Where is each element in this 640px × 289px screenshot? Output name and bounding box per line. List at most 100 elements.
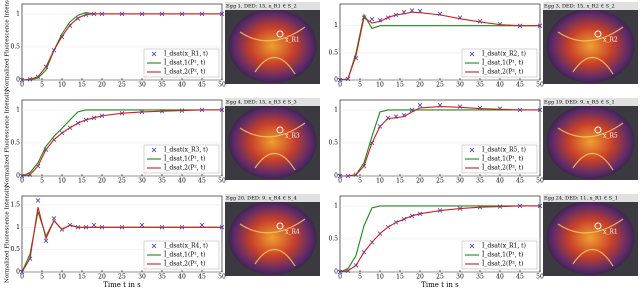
photo-caption: Egg 24, DED: 11, x_R1 ∈ S_1 [544,196,618,202]
caption-bg [543,98,638,106]
x-tick-label: 10 [376,274,384,281]
data-marker [199,222,205,228]
x-tick-label: 45 [516,82,524,89]
photo-caption: Egg 1, DED: 15, x_R1 ∈ S_2 [226,4,297,10]
legend-symbol [469,51,475,57]
x-tick-label: 15 [396,274,404,281]
roi-marker [594,222,602,230]
caption-bg [225,194,320,202]
x-tick-label: 5 [358,178,362,185]
photo-caption: Egg 3, DED: 15, x_R2 ∈ S_2 [544,4,615,10]
vessels [239,122,306,171]
photo-caption: Egg 20, DED: 9, x_R4 ∈ S_4 [226,196,297,202]
x-tick-label: 35 [158,178,166,185]
x-tick-label: 45 [516,178,524,185]
x-tick-label: 40 [178,178,186,185]
y-tick-label: 0.5 [328,49,338,56]
x-tick-label: 25 [436,274,444,281]
x-tick-label: 40 [496,178,504,185]
data-line [340,109,540,177]
x-tick-label: 50 [218,178,226,185]
egg [228,201,317,275]
legend-label: Î_dsat,1(P¹, t) [482,60,523,67]
roi-label: x_R3 [285,133,300,140]
data-marker [369,16,375,22]
data-line [339,205,540,273]
data-line [21,109,222,177]
y-axis-label: Normalized Fluorescence Intensity [5,184,11,283]
x-tick-label: 50 [218,274,226,281]
vessels [557,218,624,267]
y-tick-label: 1 [334,106,338,113]
data-line [340,106,540,177]
x-tick-label: 15 [78,178,86,185]
data-line [339,13,540,81]
x-tick-label: 25 [436,82,444,89]
x-tick-label: 30 [456,274,464,281]
x-tick-label: 45 [516,274,524,281]
legend-label: Î_dsat,1(P¹, t) [164,252,205,259]
x-tick-label: 0 [338,274,342,281]
egg [546,105,635,179]
data-marker [51,216,57,221]
x-tick-label: 10 [376,178,384,185]
egg [546,201,635,275]
legend-symbol [151,147,157,153]
data-line [339,11,540,81]
y-tick-label: 0.5 [328,139,338,146]
roi-label: x_R5 [603,133,618,140]
y-axis-label: Normalized Fluorescence Intensity [5,88,11,187]
x-tick-label: 45 [198,82,206,89]
egg [546,9,635,83]
caption-bg [225,2,320,10]
legend-label: Î_dsat,1(P¹, t) [164,156,205,163]
y-tick-label: 0 [16,77,20,84]
x-tick-label: 15 [396,82,404,89]
x-tick-label: 50 [536,82,544,89]
x-tick-label: 35 [476,82,484,89]
vessels [239,26,306,75]
legend-label: Î_dsat,2(P², t) [482,69,523,76]
y-tick-label: 1 [16,10,20,17]
y-axis-label: Normalized Fluorescence Intensity [5,0,11,91]
x-tick-label: 0 [20,274,24,281]
y-tick-label: 0 [334,77,338,84]
y-tick-label: 0.5 [328,235,338,242]
x-tick-label: 10 [58,178,66,185]
vessels [557,122,624,171]
caption-bg [543,194,638,202]
x-tick-label: 30 [456,178,464,185]
x-tick-label: 35 [158,274,166,281]
x-tick-label: 5 [358,82,362,89]
x-tick-label: 5 [40,178,44,185]
data-line [339,205,540,273]
data-marker [457,104,463,109]
y-tick-label: 0.5 [10,43,20,50]
caption-bg [543,2,638,10]
legend-label: Î_dsat,2(P², t) [164,69,205,76]
legend-label: Î_dsat,1(P¹, t) [482,156,523,163]
data-line [21,207,222,273]
x-tick-label: 35 [476,178,484,185]
legend-symbol [469,147,475,153]
legend-label: I_dsat(x_R1, t) [482,243,526,250]
x-tick-label: 10 [58,274,66,281]
x-axis-label: Time t in s [103,281,141,289]
legend-symbol [151,51,157,57]
x-tick-label: 0 [20,178,24,185]
egg [228,9,317,83]
egg [228,105,317,179]
legend-label: Î_dsat,2(P², t) [164,165,205,172]
data-marker [35,198,41,203]
x-tick-label: 45 [198,274,206,281]
x-tick-label: 5 [40,274,44,281]
x-tick-label: 30 [138,274,146,281]
x-tick-label: 20 [98,178,106,185]
y-tick-label: 0.5 [10,139,20,146]
roi-label: x_R2 [603,37,618,44]
x-tick-label: 25 [118,178,126,185]
x-tick-label: 5 [40,82,44,89]
x-tick-label: 20 [98,274,106,281]
x-tick-label: 15 [78,274,86,281]
